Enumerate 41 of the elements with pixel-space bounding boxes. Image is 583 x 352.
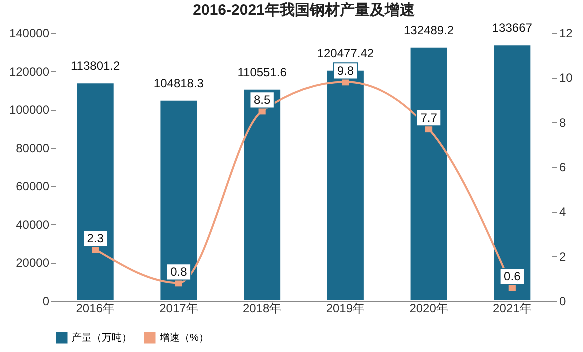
data-label: 0.8 — [170, 265, 188, 280]
data-label: 9.8 — [337, 64, 354, 78]
y-tick-label: 60000 — [16, 180, 50, 194]
legend-label: 增速（%） — [159, 332, 209, 344]
x-tick-label: 2018年 — [242, 302, 282, 316]
y2-tick-label: 8 — [560, 116, 566, 130]
data-label: 0.6 — [504, 270, 522, 284]
y-tick-label: 0 — [42, 294, 50, 308]
y2-tick-label: 12 — [560, 26, 574, 40]
data-label: 8.5 — [254, 93, 271, 108]
data-label: 120477.42 — [317, 46, 374, 60]
data-label: 104818.3 — [154, 76, 204, 90]
x-tick-label: 2019年 — [326, 302, 366, 316]
y2-tick-label: 0 — [560, 294, 566, 308]
bar — [493, 44, 532, 302]
legend-label: 产量（万吨） — [72, 332, 132, 344]
x-tick-label: 2016年 — [76, 302, 115, 316]
x-tick-label: 2017年 — [160, 302, 198, 316]
bar — [76, 82, 115, 302]
y2-tick-label: 2 — [560, 250, 566, 264]
bar — [160, 100, 198, 302]
data-label: 110551.6 — [238, 65, 288, 80]
data-label: 7.7 — [420, 111, 438, 126]
data-label: 113801.2 — [71, 59, 120, 74]
x-tick-label: 2020年 — [410, 302, 448, 316]
y-tick-label: 40000 — [16, 218, 50, 232]
bar — [410, 46, 448, 302]
y2-tick-label: 6 — [560, 160, 566, 174]
x-tick-label: 2021年 — [493, 302, 532, 316]
y2-tick-label: 10 — [560, 71, 574, 86]
data-label: 133667 — [492, 21, 533, 36]
data-label: 132489.2 — [404, 23, 454, 38]
y-tick-label: 100000 — [9, 103, 50, 118]
y2-tick-label: 4 — [560, 205, 566, 220]
y-tick-label: 140000 — [9, 26, 50, 40]
y-tick-label: 80000 — [16, 141, 50, 156]
data-label: 2.3 — [87, 232, 104, 246]
chart-title: 2016-2021年我国钢材产量及增速 — [193, 2, 416, 20]
bar — [243, 88, 282, 302]
y-tick-label: 120000 — [9, 64, 50, 79]
y-tick-label: 20000 — [16, 256, 50, 270]
